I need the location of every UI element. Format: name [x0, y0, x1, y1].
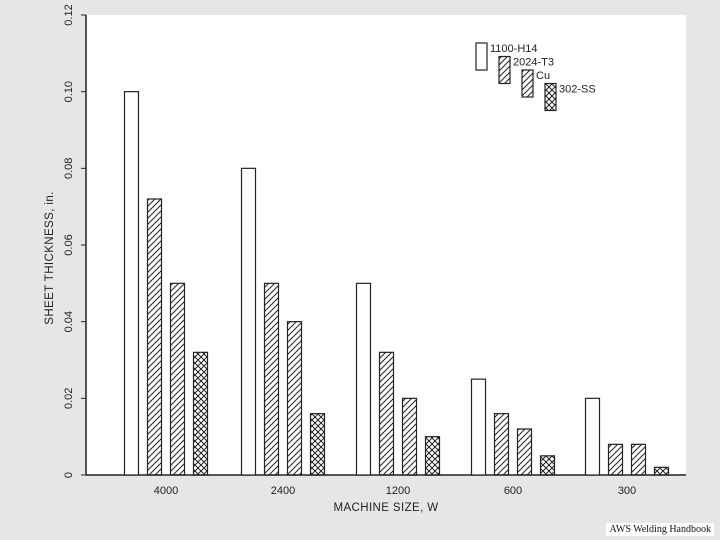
y-tick-label: 0.08: [63, 158, 75, 179]
source-caption: AWS Welding Handbook: [606, 523, 714, 536]
legend-swatch: [544, 82, 557, 112]
legend-label: 1100-H14: [490, 43, 538, 55]
y-axis-title: SHEET THICKNESS, in.: [44, 191, 56, 324]
bar-Cu-1200: [401, 397, 418, 476]
bar-1100-H14-300: [584, 397, 601, 476]
bar-302-SS-4000: [192, 351, 209, 476]
legend-label: 302-SS: [559, 84, 596, 96]
x-tick-label: 300: [618, 485, 636, 497]
x-tick-label: 600: [504, 485, 522, 497]
bar-2024-T3-4000: [146, 198, 163, 476]
bar-2024-T3-600: [493, 413, 510, 476]
y-tick-label: 0.10: [63, 81, 75, 102]
y-tick-label: 0.06: [63, 234, 75, 255]
bar-302-SS-2400: [309, 413, 326, 476]
bar-302-SS-1200: [424, 436, 441, 476]
y-tick-label: 0.04: [63, 311, 75, 332]
x-tick-label: 4000: [154, 485, 178, 497]
y-tick-label: 0.12: [63, 4, 75, 25]
legend-label: Cu: [536, 70, 550, 82]
bar-1100-H14-1200: [355, 282, 372, 476]
bar-302-SS-300: [653, 466, 670, 476]
legend-swatch: [475, 42, 488, 71]
legend-swatch: [498, 55, 511, 85]
bar-2024-T3-300: [607, 443, 624, 476]
bar-Cu-600: [516, 428, 533, 476]
bar-2024-T3-2400: [263, 282, 280, 476]
y-tick-label: 0: [63, 472, 75, 478]
bar-Cu-2400: [286, 321, 303, 476]
x-axis-title: MACHINE SIZE, W: [333, 502, 438, 514]
legend-swatch: [521, 69, 534, 98]
bar-Cu-4000: [169, 282, 186, 476]
bar-1100-H14-2400: [240, 167, 257, 476]
y-tick-label: 0.02: [63, 388, 75, 409]
bar-Cu-300: [630, 443, 647, 476]
x-tick-label: 1200: [386, 485, 410, 497]
bar-1100-H14-600: [470, 378, 487, 476]
bar-302-SS-600: [539, 455, 556, 476]
legend-label: 2024-T3: [513, 57, 554, 69]
bar-2024-T3-1200: [378, 351, 395, 476]
bar-1100-H14-4000: [123, 91, 140, 476]
x-tick-label: 2400: [271, 485, 295, 497]
